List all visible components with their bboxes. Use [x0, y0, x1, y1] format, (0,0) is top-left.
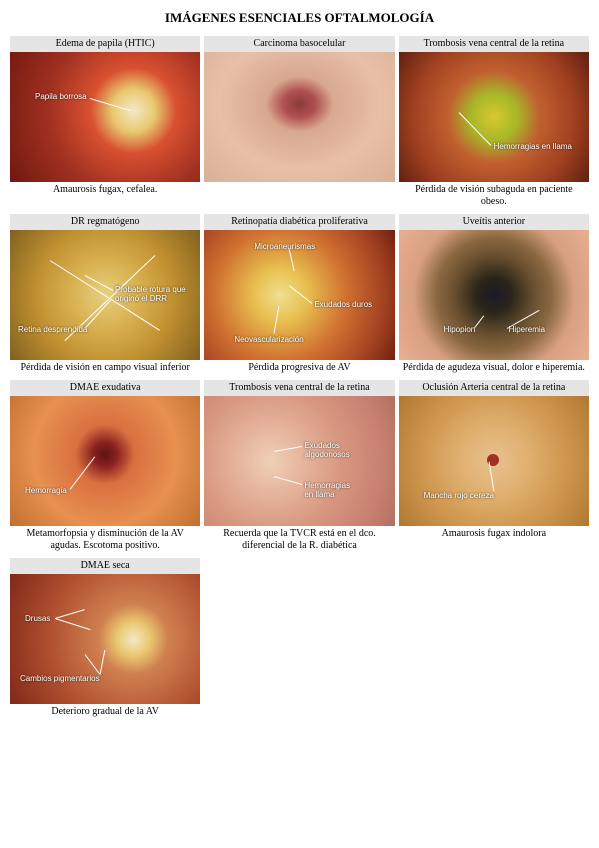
- annotation-label: originó el DRR: [115, 294, 167, 303]
- cell-caption: [295, 182, 303, 186]
- image-wrap: Microaneurismas Exudados duros Neovascular…: [204, 230, 394, 360]
- image-wrap: Drusas Cambios pigmentarios: [10, 574, 200, 704]
- medical-image: [10, 574, 200, 704]
- annotation-label: Hemorragia: [25, 486, 67, 495]
- medical-image: [399, 52, 589, 182]
- annotation-label: Hemorragias en llama: [494, 142, 572, 151]
- medical-image: [399, 230, 589, 360]
- medical-image: [204, 52, 394, 182]
- annotation-label: Exudados: [304, 441, 340, 450]
- annotation-label: Hiperemia: [509, 325, 545, 334]
- annotation-label: Mancha rojo cereza: [424, 491, 494, 500]
- grid-cell: Oclusión Arteria central de la retina Man…: [399, 380, 589, 554]
- medical-image: [10, 396, 200, 526]
- annotation-label: Neovascularización: [234, 335, 303, 344]
- medical-image: [204, 396, 394, 526]
- cell-caption: Deterioro gradual de la AV: [47, 704, 163, 720]
- annotation-label: algodonosos: [304, 450, 349, 459]
- image-wrap: Retina desprendida Probable rotura queori…: [10, 230, 200, 360]
- cell-caption: Pérdida de agudeza visual, dolor e hiper…: [399, 360, 589, 376]
- cell-caption: Recuerda que la TVCR está en el dco. dif…: [204, 526, 394, 554]
- grid-cell: Carcinoma basocelular: [204, 36, 394, 210]
- grid-cell: Edema de papila (HTIC) Papila borrosa Amau…: [10, 36, 200, 210]
- annotation-label: Microaneurismas: [254, 242, 315, 251]
- annotation-label: Retina desprendida: [18, 325, 87, 334]
- grid-cell: Trombosis vena central de la retinaExuda…: [204, 380, 394, 554]
- cell-header: Retinopatía diabética proliferativa: [204, 214, 394, 230]
- annotation-label: Hemorragias: [304, 481, 350, 490]
- annotation-label: Cambios pigmentarios: [20, 674, 100, 683]
- cell-header: Oclusión Arteria central de la retina: [399, 380, 589, 396]
- cell-caption: Pérdida de visión en campo visual inferi…: [16, 360, 193, 376]
- grid-cell: DMAE seca Drusas Cambios pigmentarios Deter…: [10, 558, 200, 720]
- cell-header: DR regmatógeno: [10, 214, 200, 230]
- cell-header: Edema de papila (HTIC): [10, 36, 200, 52]
- grid-cell: DMAE exudativa Hemorragia Metamorfopsia y …: [10, 380, 200, 554]
- page-title: IMÁGENES ESENCIALES OFTALMOLOGÍA: [10, 10, 589, 26]
- annotation-label: Hipopion: [444, 325, 476, 334]
- annotation-label: Exudados duros: [314, 300, 372, 309]
- image-grid: Edema de papila (HTIC) Papila borrosa Amau…: [10, 36, 589, 720]
- annotation-label: Papila borrosa: [35, 92, 87, 101]
- grid-cell: Retinopatía diabética proliferativaMicro…: [204, 214, 394, 376]
- image-wrap: Papila borrosa: [10, 52, 200, 182]
- cell-header: Trombosis vena central de la retina: [399, 36, 589, 52]
- annotation-label: en llama: [304, 490, 334, 499]
- cell-header: Uveítis anterior: [399, 214, 589, 230]
- image-wrap: Hemorragia: [10, 396, 200, 526]
- cell-header: Trombosis vena central de la retina: [204, 380, 394, 396]
- cell-caption: Pérdida progresiva de AV: [244, 360, 354, 376]
- grid-cell: Trombosis vena central de la retina Hemor…: [399, 36, 589, 210]
- annotation-label: Drusas: [25, 614, 50, 623]
- cell-caption: Pérdida de visión subaguda en paciente o…: [399, 182, 589, 210]
- cell-header: DMAE seca: [10, 558, 200, 574]
- grid-cell: DR regmatógeno Retina desprendida Probable…: [10, 214, 200, 376]
- image-wrap: [204, 52, 394, 182]
- cell-caption: Metamorfopsia y disminución de la AV agu…: [10, 526, 200, 554]
- image-wrap: Hipopion Hiperemia: [399, 230, 589, 360]
- medical-image: [10, 52, 200, 182]
- grid-cell: Uveítis anterior Hipopion Hiperemia Pérdida…: [399, 214, 589, 376]
- image-wrap: Exudadosalgodonosos Hemorragiasen llama: [204, 396, 394, 526]
- cell-caption: Amaurosis fugax indolora: [438, 526, 550, 542]
- cell-caption: Amaurosis fugax, cefalea.: [49, 182, 161, 198]
- image-wrap: Mancha rojo cereza: [399, 396, 589, 526]
- image-wrap: Hemorragias en llama: [399, 52, 589, 182]
- cell-header: Carcinoma basocelular: [204, 36, 394, 52]
- cell-header: DMAE exudativa: [10, 380, 200, 396]
- annotation-label: Probable rotura que: [115, 285, 186, 294]
